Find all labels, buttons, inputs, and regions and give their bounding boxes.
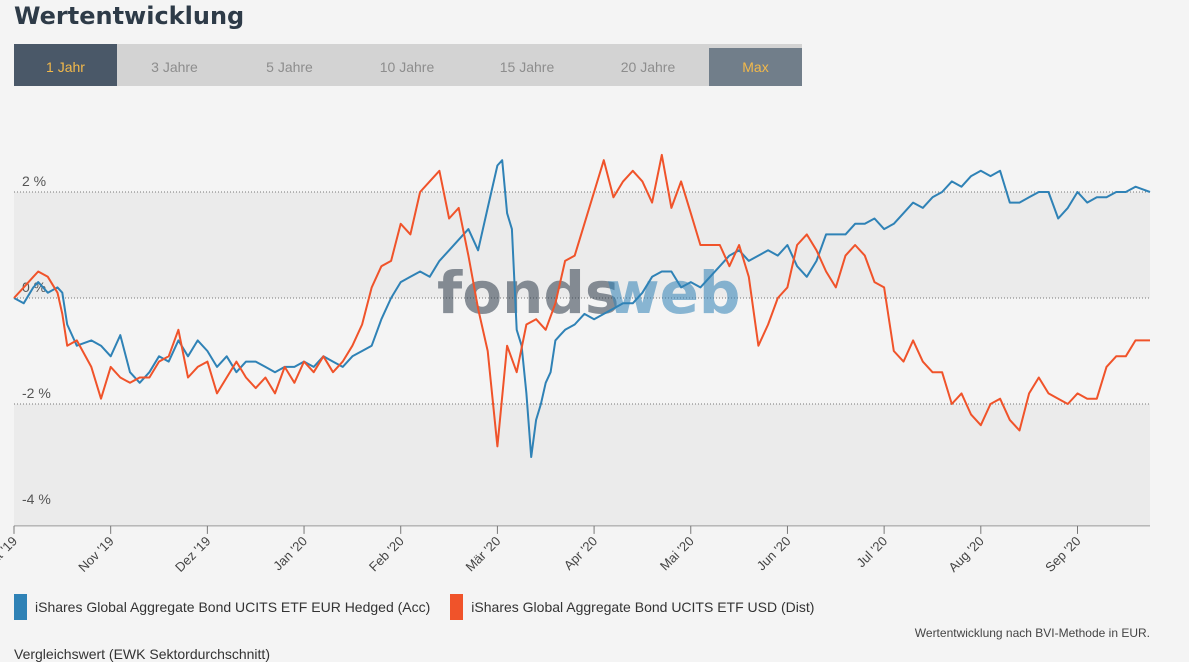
watermark-fonds: fonds xyxy=(437,259,619,327)
period-tabs: 1 Jahr 3 Jahre 5 Jahre 10 Jahre 15 Jahre… xyxy=(14,44,802,86)
x-tick-label: Feb '20 xyxy=(366,533,407,574)
chart-legend: iShares Global Aggregate Bond UCITS ETF … xyxy=(14,594,834,620)
tab-5-jahre[interactable]: 5 Jahre xyxy=(266,59,313,75)
tab-1-jahr[interactable]: 1 Jahr xyxy=(14,44,117,86)
y-tick-label: -2 % xyxy=(22,385,51,401)
legend-swatch-orange xyxy=(450,594,464,620)
comparison-heading: Vergleichswert (EWK Sektordurchschnitt) xyxy=(14,646,270,662)
tab-3-jahre[interactable]: 3 Jahre xyxy=(151,59,198,75)
legend-item-eur-hedged[interactable]: iShares Global Aggregate Bond UCITS ETF … xyxy=(14,594,430,620)
x-tick-label: Mär '20 xyxy=(463,533,504,574)
x-tick-label: Mai '20 xyxy=(657,533,697,573)
tab-15-jahre[interactable]: 15 Jahre xyxy=(499,59,555,75)
page-title: Wertentwicklung xyxy=(14,2,245,30)
x-tick-label: Sep '20 xyxy=(1042,533,1083,574)
legend-item-usd-dist[interactable]: iShares Global Aggregate Bond UCITS ETF … xyxy=(450,594,814,620)
chart-bands xyxy=(14,192,1150,526)
fondsweb-watermark: fonds web xyxy=(437,259,740,327)
chart-series xyxy=(13,153,1151,458)
legend-swatch-blue xyxy=(14,594,27,620)
x-tick-label: Nov '19 xyxy=(75,533,116,574)
x-tick-label: Jan '20 xyxy=(270,533,310,573)
tab-max[interactable]: Max xyxy=(709,48,802,86)
band-lower xyxy=(14,404,1150,526)
legend-label: iShares Global Aggregate Bond UCITS ETF … xyxy=(471,599,815,615)
watermark-web: web xyxy=(606,259,740,327)
legend-label: iShares Global Aggregate Bond UCITS ETF … xyxy=(35,599,431,615)
x-tick-label: Jul '20 xyxy=(853,533,890,570)
y-tick-label: 2 % xyxy=(22,173,46,189)
chart-grid xyxy=(14,191,1150,405)
tab-20-jahre[interactable]: 20 Jahre xyxy=(620,59,676,75)
series-line-2 xyxy=(13,153,1150,448)
tab-10-jahre[interactable]: 10 Jahre xyxy=(379,59,435,75)
x-tick-label: Jun '20 xyxy=(754,533,794,573)
band-upper xyxy=(14,192,1150,298)
x-tick-label: Apr '20 xyxy=(561,533,600,572)
x-tick-label: Aug '20 xyxy=(945,533,986,574)
performance-chart: fonds web 2 %0 %-2 %-4 % Okt '19 Nov '19 D… xyxy=(0,153,1151,575)
y-tick-label: -4 % xyxy=(22,491,51,507)
methodology-note: Wertentwicklung nach BVI-Methode in EUR. xyxy=(914,626,1150,640)
series-line-1 xyxy=(13,159,1151,458)
x-tick-label: Dez '19 xyxy=(172,533,213,574)
x-axis: Okt '19 Nov '19 Dez '19 Jan '20 Feb '20 Mär '… xyxy=(0,525,1150,575)
x-tick-label: Okt '19 xyxy=(0,533,20,572)
